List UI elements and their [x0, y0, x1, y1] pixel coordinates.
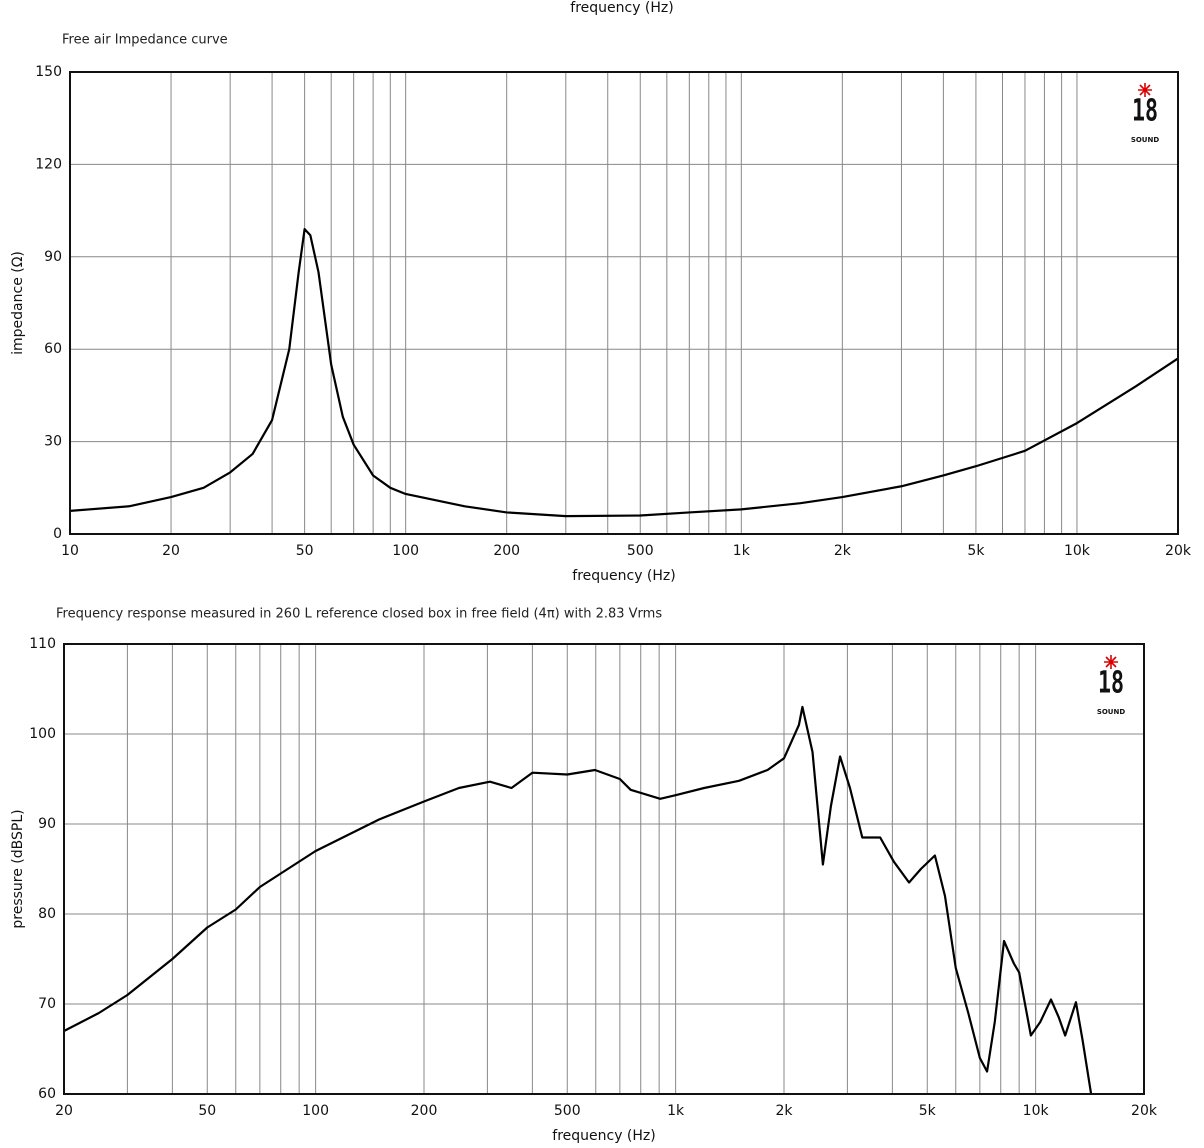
x-tick-label: 200: [493, 543, 520, 559]
chart-title: Frequency response measured in 260 L ref…: [56, 607, 662, 622]
x-tick-label: 5k: [967, 543, 985, 559]
x-tick-label: 20k: [1131, 1103, 1158, 1119]
y-tick-label: 90: [38, 816, 56, 832]
x-tick-label: 500: [627, 543, 654, 559]
logo-star: [1104, 655, 1118, 669]
x-tick-label: 20k: [1165, 543, 1192, 559]
x-tick-label: 20: [162, 543, 180, 559]
x-axis-label: frequency (Hz): [572, 568, 675, 584]
x-tick-label: 20: [55, 1103, 73, 1119]
data-line: [69, 227, 1179, 518]
plot-frame: [63, 643, 1145, 1095]
x-tick-label: 200: [411, 1103, 438, 1119]
y-tick-label: 60: [38, 1086, 56, 1102]
x-tick-label: 10k: [1064, 543, 1091, 559]
x-axis-label: frequency (Hz): [552, 1128, 655, 1144]
x-tick-label: 2k: [775, 1103, 793, 1119]
logo-star: [1138, 83, 1152, 97]
logo-sub: SOUND: [1097, 708, 1126, 716]
x-tick-label: 1k: [733, 543, 751, 559]
y-tick-label: 30: [44, 434, 62, 450]
logo-sub: SOUND: [1131, 136, 1160, 144]
y-tick-label: 0: [53, 526, 62, 542]
x-tick-label: 100: [302, 1103, 329, 1119]
data-line: [63, 705, 1093, 1095]
y-tick-label: 70: [38, 996, 56, 1012]
plot-frame: [69, 71, 1179, 535]
logo: 18: [1098, 666, 1124, 701]
y-tick-label: 150: [35, 64, 62, 80]
y-tick-label: 60: [44, 341, 62, 357]
chart-title: Free air Impedance curve: [62, 33, 228, 48]
y-axis-label: impedance (Ω): [10, 251, 26, 355]
y-tick-label: 80: [38, 906, 56, 922]
x-tick-label: 10k: [1023, 1103, 1050, 1119]
x-tick-label: 2k: [834, 543, 852, 559]
x-tick-label: 500: [554, 1103, 581, 1119]
cropped-label: frequency (Hz): [570, 0, 673, 16]
x-tick-label: 50: [198, 1103, 216, 1119]
y-tick-label: 100: [29, 726, 56, 742]
y-tick-label: 120: [35, 156, 62, 172]
y-axis-label: pressure (dBSPL): [10, 809, 26, 928]
x-tick-label: 10: [61, 543, 79, 559]
logo: 18: [1132, 94, 1158, 129]
x-tick-label: 5k: [919, 1103, 937, 1119]
y-tick-label: 110: [29, 636, 56, 652]
x-tick-label: 100: [392, 543, 419, 559]
x-tick-label: 50: [296, 543, 314, 559]
y-tick-label: 90: [44, 249, 62, 265]
x-tick-label: 1k: [667, 1103, 685, 1119]
